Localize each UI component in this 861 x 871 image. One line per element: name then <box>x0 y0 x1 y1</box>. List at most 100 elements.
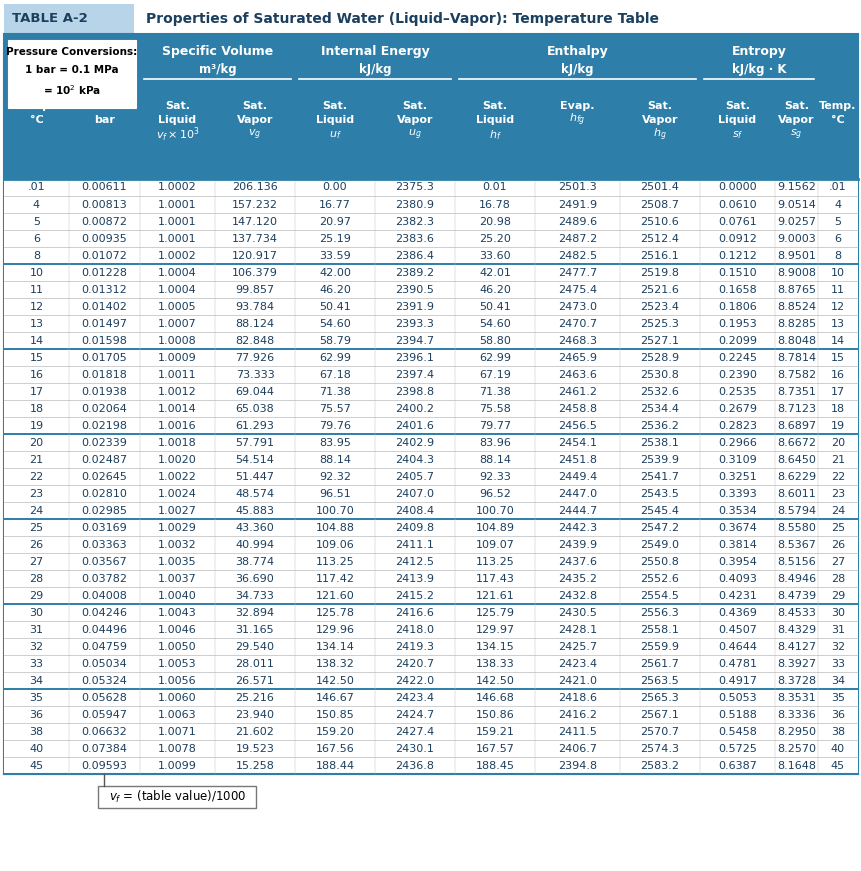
Text: 1.0063: 1.0063 <box>158 710 196 719</box>
Text: 10: 10 <box>830 267 844 278</box>
Text: 4: 4 <box>833 199 840 210</box>
Text: 104.88: 104.88 <box>315 523 354 532</box>
Text: $h_g$: $h_g$ <box>653 127 666 143</box>
Text: 0.07384: 0.07384 <box>82 744 127 753</box>
Text: Sat.: Sat. <box>322 101 347 111</box>
Text: 2398.8: 2398.8 <box>395 387 434 396</box>
Text: 0.1658: 0.1658 <box>717 285 756 294</box>
Text: 113.25: 113.25 <box>475 557 514 566</box>
Text: 2547.2: 2547.2 <box>640 523 678 532</box>
Bar <box>4 655 857 672</box>
Text: 0.00872: 0.00872 <box>82 217 127 226</box>
Text: 2409.8: 2409.8 <box>395 523 434 532</box>
Text: 10: 10 <box>29 267 43 278</box>
Text: 2487.2: 2487.2 <box>557 233 597 244</box>
Text: 2465.9: 2465.9 <box>557 353 597 362</box>
Text: 0.02810: 0.02810 <box>82 489 127 498</box>
Text: 0.09593: 0.09593 <box>82 760 127 771</box>
Text: 43.360: 43.360 <box>235 523 274 532</box>
Text: 2456.5: 2456.5 <box>557 421 597 430</box>
Text: 88.14: 88.14 <box>319 455 350 464</box>
Text: 32: 32 <box>830 642 844 652</box>
Text: 33.59: 33.59 <box>319 251 350 260</box>
Text: 96.51: 96.51 <box>319 489 350 498</box>
Text: 8: 8 <box>833 251 840 260</box>
Text: Internal Energy: Internal Energy <box>320 45 429 58</box>
Text: 129.96: 129.96 <box>315 625 354 634</box>
Text: 2473.0: 2473.0 <box>557 301 597 312</box>
Bar <box>8 40 136 108</box>
Text: 0.5053: 0.5053 <box>717 692 756 703</box>
Text: .01: .01 <box>28 183 46 192</box>
Text: 16.78: 16.78 <box>479 199 511 210</box>
Text: 23.940: 23.940 <box>235 710 274 719</box>
Text: 2559.9: 2559.9 <box>640 642 678 652</box>
Text: 138.33: 138.33 <box>475 658 514 669</box>
Text: 2394.7: 2394.7 <box>395 335 434 346</box>
Bar <box>4 434 857 451</box>
Text: 2405.7: 2405.7 <box>395 471 434 482</box>
Text: 0.01312: 0.01312 <box>82 285 127 294</box>
Text: 21: 21 <box>29 455 44 464</box>
Text: TABLE A-2: TABLE A-2 <box>12 12 88 25</box>
Text: $u_g$: $u_g$ <box>408 128 421 142</box>
Text: 58.80: 58.80 <box>479 335 511 346</box>
Text: 19: 19 <box>29 421 44 430</box>
Text: 1.0035: 1.0035 <box>158 557 196 566</box>
Text: 2428.1: 2428.1 <box>557 625 597 634</box>
Text: 34: 34 <box>830 676 844 685</box>
Text: 2449.4: 2449.4 <box>557 471 597 482</box>
Text: 0.0610: 0.0610 <box>717 199 756 210</box>
Text: 2447.0: 2447.0 <box>557 489 597 498</box>
Text: 42.01: 42.01 <box>479 267 511 278</box>
Text: 40: 40 <box>830 744 844 753</box>
Bar <box>4 587 857 604</box>
Bar <box>4 400 857 417</box>
Text: Press.: Press. <box>85 101 124 111</box>
Text: 0.3814: 0.3814 <box>717 539 756 550</box>
Text: 2570.7: 2570.7 <box>640 726 678 737</box>
Text: 8.1648: 8.1648 <box>776 760 815 771</box>
Text: 0.01938: 0.01938 <box>82 387 127 396</box>
Text: 92.33: 92.33 <box>479 471 511 482</box>
Text: 0.4507: 0.4507 <box>717 625 756 634</box>
Text: 2421.0: 2421.0 <box>557 676 597 685</box>
Text: 24: 24 <box>29 505 44 516</box>
Text: 0.0000: 0.0000 <box>717 183 756 192</box>
Text: 2437.6: 2437.6 <box>557 557 597 566</box>
Text: 6: 6 <box>33 233 40 244</box>
Text: 2418.6: 2418.6 <box>557 692 597 703</box>
Text: 1.0020: 1.0020 <box>158 455 196 464</box>
Bar <box>4 451 857 468</box>
Text: 34.733: 34.733 <box>235 591 274 600</box>
Text: 0.06632: 0.06632 <box>82 726 127 737</box>
Text: 2411.5: 2411.5 <box>557 726 597 737</box>
Bar <box>4 723 857 740</box>
Text: 142.50: 142.50 <box>475 676 514 685</box>
Text: 62.99: 62.99 <box>319 353 350 362</box>
Text: 23: 23 <box>830 489 844 498</box>
Text: 29: 29 <box>29 591 44 600</box>
Text: 26.571: 26.571 <box>235 676 274 685</box>
Text: $v_f \times 10^3$: $v_f \times 10^3$ <box>156 125 199 145</box>
Text: Sat.: Sat. <box>784 101 808 111</box>
Text: 0.02064: 0.02064 <box>82 403 127 414</box>
Text: 16.77: 16.77 <box>319 199 350 210</box>
Text: 8.7814: 8.7814 <box>776 353 815 362</box>
Text: 35: 35 <box>830 692 844 703</box>
Text: 2397.4: 2397.4 <box>395 369 434 380</box>
Bar <box>4 604 857 621</box>
Text: 2565.3: 2565.3 <box>640 692 678 703</box>
Text: 75.57: 75.57 <box>319 403 350 414</box>
Text: 71.38: 71.38 <box>479 387 511 396</box>
Text: 77.926: 77.926 <box>235 353 275 362</box>
Bar <box>4 264 857 281</box>
Text: 2430.5: 2430.5 <box>557 607 597 618</box>
Bar <box>4 247 857 264</box>
Text: 188.44: 188.44 <box>315 760 354 771</box>
Text: 0.4644: 0.4644 <box>717 642 756 652</box>
Text: 2413.9: 2413.9 <box>395 573 434 584</box>
Text: 75.58: 75.58 <box>479 403 511 414</box>
Text: 2561.7: 2561.7 <box>640 658 678 669</box>
Text: 16: 16 <box>830 369 844 380</box>
